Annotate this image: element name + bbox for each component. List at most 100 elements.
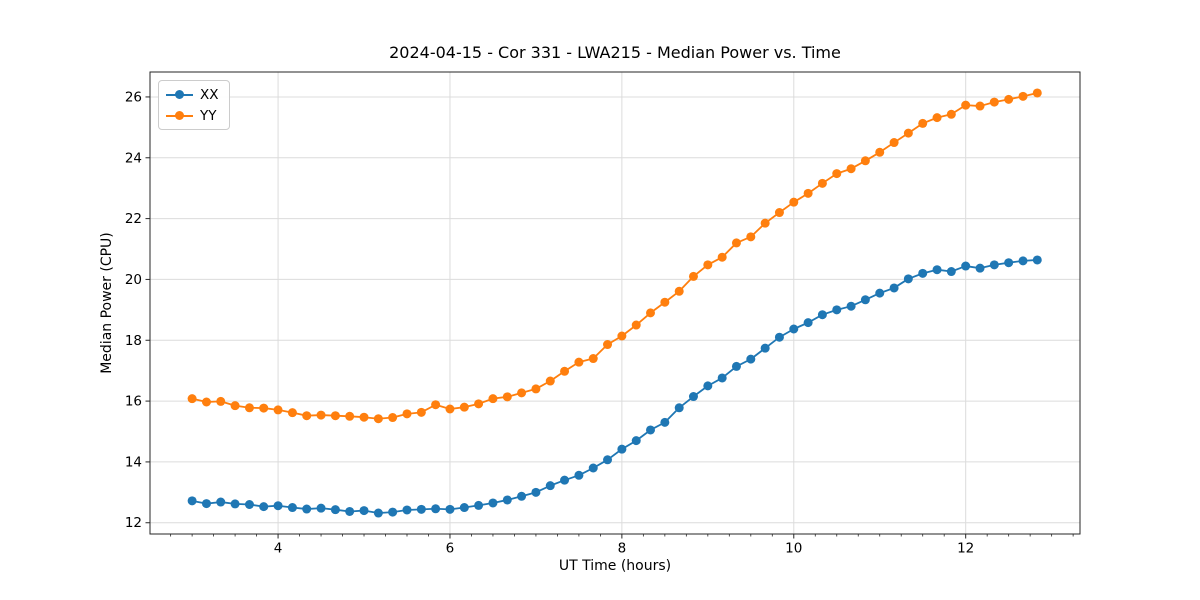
- data-point: [603, 340, 613, 350]
- data-point: [1018, 91, 1028, 101]
- data-point: [774, 208, 784, 218]
- data-point: [517, 491, 527, 501]
- data-point: [832, 305, 842, 315]
- x-tick-label: 8: [618, 541, 627, 557]
- data-point: [201, 397, 211, 407]
- data-point: [244, 500, 254, 509]
- data-point: [431, 400, 441, 410]
- data-point: [946, 109, 956, 119]
- legend-label-xx: XX: [200, 86, 219, 103]
- data-point: [316, 503, 326, 513]
- data-point: [445, 404, 455, 414]
- data-point: [244, 403, 254, 413]
- data-point: [416, 504, 426, 514]
- data-point: [817, 310, 827, 320]
- series-xx: [187, 255, 1042, 518]
- y-tick-label: 14: [125, 454, 142, 470]
- data-point: [1032, 255, 1042, 265]
- data-point: [517, 388, 527, 398]
- data-point: [603, 455, 613, 465]
- data-point: [560, 475, 570, 485]
- data-point: [717, 373, 727, 383]
- data-point: [832, 169, 842, 179]
- grid: [150, 72, 1080, 534]
- data-point: [860, 295, 870, 305]
- data-point: [1032, 88, 1042, 98]
- y-tick-label: 12: [125, 515, 142, 531]
- data-point: [703, 260, 713, 270]
- data-point: [617, 331, 627, 341]
- data-point: [803, 318, 813, 328]
- data-point: [846, 164, 856, 174]
- data-point: [302, 411, 312, 421]
- y-tick-label: 26: [125, 89, 142, 105]
- data-point: [631, 436, 641, 446]
- data-point: [388, 507, 398, 517]
- data-point: [588, 463, 598, 473]
- data-point: [989, 260, 999, 270]
- data-point: [688, 271, 698, 281]
- data-point: [488, 498, 498, 508]
- data-point: [474, 500, 484, 510]
- data-point: [459, 503, 469, 513]
- data-point: [402, 409, 412, 419]
- data-point: [259, 403, 269, 413]
- series-line: [191, 259, 1038, 514]
- data-point: [760, 343, 770, 353]
- data-point: [860, 156, 870, 166]
- data-point: [918, 268, 928, 278]
- data-point: [889, 138, 899, 148]
- y-tick-label: 18: [125, 333, 142, 349]
- data-point: [989, 97, 999, 107]
- data-point: [416, 407, 426, 417]
- data-point: [502, 392, 512, 402]
- data-point: [474, 399, 484, 409]
- data-point: [746, 232, 756, 242]
- legend: XX YY: [158, 80, 230, 130]
- data-point: [388, 413, 398, 423]
- data-point: [345, 506, 355, 516]
- data-point: [789, 324, 799, 334]
- data-point: [273, 501, 283, 511]
- data-point: [488, 394, 498, 404]
- data-point: [631, 320, 641, 330]
- chart-title: 2024-04-15 - Cor 331 - LWA215 - Median P…: [389, 43, 841, 62]
- legend-item-yy: YY: [166, 106, 219, 125]
- data-point: [903, 128, 913, 138]
- data-point: [230, 401, 240, 411]
- data-point: [574, 357, 584, 367]
- data-point: [373, 508, 383, 518]
- data-point: [287, 408, 297, 418]
- data-point: [875, 288, 885, 298]
- x-axis-label: UT Time (hours): [558, 558, 672, 574]
- data-point: [774, 332, 784, 342]
- data-point: [617, 444, 627, 454]
- data-point: [674, 403, 684, 413]
- data-point: [703, 381, 713, 391]
- data-point: [846, 301, 856, 311]
- data-point: [187, 496, 197, 506]
- data-point: [889, 283, 899, 293]
- data-point: [932, 113, 942, 123]
- data-point: [187, 394, 197, 404]
- data-point: [502, 495, 512, 505]
- series-yy: [187, 88, 1042, 424]
- data-point: [660, 417, 670, 427]
- y-tick-label: 22: [125, 211, 142, 227]
- data-point: [760, 218, 770, 228]
- major-ticks: 4 6 8 10 12 12 14 16 18 20 22 24 26: [125, 89, 974, 556]
- data-point: [201, 499, 211, 509]
- data-point: [646, 308, 655, 318]
- data-point: [1004, 258, 1014, 268]
- data-point: [1018, 256, 1028, 266]
- data-point: [259, 502, 269, 512]
- x-tick-label: 12: [957, 541, 974, 557]
- y-tick-label: 20: [125, 272, 142, 288]
- data-point: [445, 504, 455, 514]
- data-point: [459, 402, 469, 412]
- data-point: [1004, 94, 1014, 104]
- series-xx-swatch-icon: [166, 89, 193, 100]
- data-point: [903, 274, 913, 284]
